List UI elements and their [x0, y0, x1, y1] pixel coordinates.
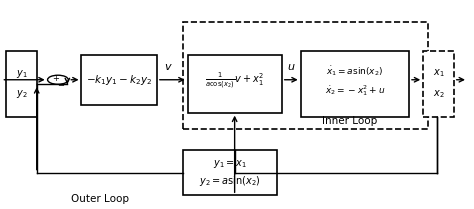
FancyBboxPatch shape: [82, 55, 157, 104]
Text: $x_2$: $x_2$: [433, 88, 444, 100]
Text: Outer Loop: Outer Loop: [72, 194, 129, 204]
FancyBboxPatch shape: [183, 150, 277, 195]
Text: $u$: $u$: [287, 62, 295, 72]
Text: $v$: $v$: [164, 62, 173, 72]
Text: $\dot{x}_2 = -x_1^2 + u$: $\dot{x}_2 = -x_1^2 + u$: [325, 83, 385, 98]
Text: $y_2 = a\sin(x_2)$: $y_2 = a\sin(x_2)$: [199, 174, 261, 188]
Text: $y_1 = x_1$: $y_1 = x_1$: [213, 158, 247, 170]
FancyBboxPatch shape: [301, 51, 409, 117]
Text: +: +: [52, 74, 59, 83]
Text: $-$: $-$: [57, 79, 65, 88]
Text: $-k_1y_1 - k_2y_2$: $-k_1y_1 - k_2y_2$: [86, 73, 152, 87]
FancyBboxPatch shape: [6, 51, 36, 117]
Text: $\dot{x}_1 = a\sin(x_2)$: $\dot{x}_1 = a\sin(x_2)$: [326, 65, 383, 78]
Text: $x_1$: $x_1$: [433, 68, 444, 79]
Text: $\frac{1}{a\cos(x_2)}v + x_1^2$: $\frac{1}{a\cos(x_2)}v + x_1^2$: [205, 70, 264, 90]
Text: Inner Loop: Inner Loop: [322, 116, 378, 126]
FancyBboxPatch shape: [188, 55, 282, 113]
FancyBboxPatch shape: [423, 51, 454, 117]
FancyBboxPatch shape: [183, 22, 428, 129]
Text: $y_2$: $y_2$: [16, 88, 27, 100]
Text: $y_1$: $y_1$: [16, 68, 27, 80]
